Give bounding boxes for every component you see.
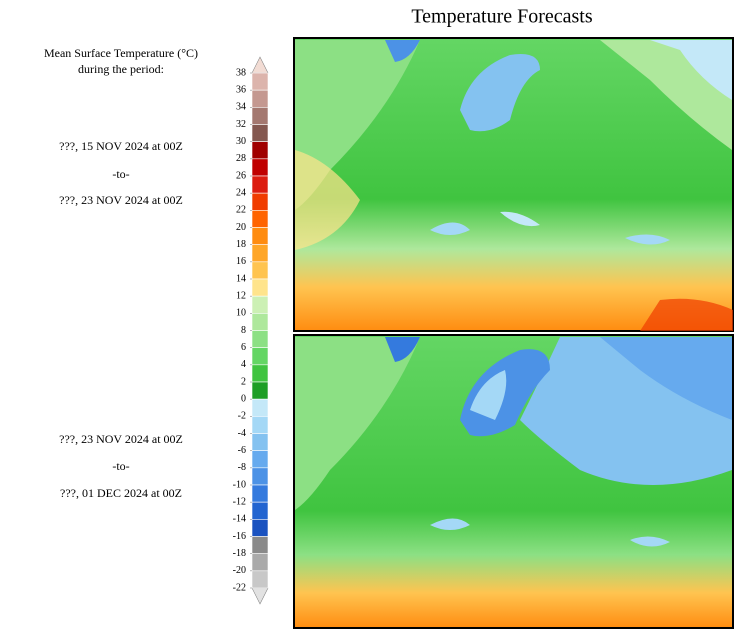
color-segment: [251, 330, 269, 348]
color-segment: [251, 501, 269, 520]
tick-label: -14: [233, 514, 246, 525]
tick-label: 38: [236, 67, 246, 78]
color-segment: [251, 570, 269, 589]
color-segment: [251, 484, 269, 503]
tick-label: -22: [233, 582, 246, 593]
map-panel: [293, 37, 734, 332]
tick-label: -20: [233, 565, 246, 576]
tick-label: -8: [238, 462, 246, 473]
tick-label: -10: [233, 479, 246, 490]
color-segment: [251, 107, 269, 125]
tick-label: -2: [238, 411, 246, 422]
tick-label: 32: [236, 119, 246, 130]
color-segment: [251, 519, 269, 537]
color-segment: [251, 210, 269, 228]
tick-label: 0: [241, 393, 246, 404]
tick-label: 18: [236, 239, 246, 250]
tick-label: -12: [233, 496, 246, 507]
tick-label: 16: [236, 256, 246, 267]
legend-label: during the period:: [78, 62, 164, 76]
color-segment: [251, 553, 269, 572]
period-separator: -to-: [112, 459, 129, 473]
period-start: ???, 15 NOV 2024 at 00Z: [59, 139, 183, 153]
colorbar-under: [251, 587, 269, 605]
color-segment: [251, 450, 269, 469]
color-segment: [251, 398, 269, 417]
map-panel: [293, 334, 734, 629]
colorbar: 38363432302826242220181614121086420-2-4-…: [233, 56, 269, 605]
tick-label: 2: [241, 376, 246, 387]
tick-label: 6: [241, 342, 246, 353]
tick-label: 28: [236, 153, 246, 164]
tick-label: 4: [241, 359, 246, 370]
tick-label: -6: [238, 445, 246, 456]
color-segment: [251, 433, 269, 451]
tick-label: 20: [236, 222, 246, 233]
color-segment: [251, 261, 269, 280]
tick-label: 12: [236, 290, 246, 301]
tick-label: 22: [236, 205, 246, 216]
legend-label: Mean Surface Temperature (°C): [44, 46, 198, 60]
period-start: ???, 23 NOV 2024 at 00Z: [59, 432, 183, 446]
tick-label: 34: [236, 102, 246, 113]
color-segment: [251, 175, 269, 194]
color-segment: [251, 347, 269, 366]
period-separator: -to-: [112, 167, 129, 181]
color-segment: [251, 244, 269, 263]
color-segment: [251, 381, 269, 400]
tick-label: 26: [236, 170, 246, 181]
colorbar-over: [251, 56, 269, 74]
tick-label: -16: [233, 531, 246, 542]
period-end: ???, 23 NOV 2024 at 00Z: [59, 193, 183, 207]
color-segment: [251, 72, 269, 91]
color-segment: [251, 536, 269, 554]
color-segment: [251, 227, 269, 245]
tick-label: 30: [236, 136, 246, 147]
color-segment: [251, 416, 269, 434]
color-segment: [251, 364, 269, 383]
color-segment: [251, 89, 269, 108]
tick-label: 24: [236, 187, 246, 198]
period-end: ???, 01 DEC 2024 at 00Z: [60, 486, 182, 500]
tick-label: 10: [236, 308, 246, 319]
color-segment: [251, 467, 269, 486]
color-segment: [251, 278, 269, 297]
color-segment: [251, 192, 269, 211]
color-segment: [251, 141, 269, 160]
tick-label: 36: [236, 84, 246, 95]
color-segment: [251, 124, 269, 142]
tick-label: -18: [233, 548, 246, 559]
tick-label: 14: [236, 273, 246, 284]
color-segment: [251, 313, 269, 331]
tick-label: -4: [238, 428, 246, 439]
title: Temperature Forecasts: [411, 6, 593, 28]
tick-label: 8: [241, 325, 246, 336]
color-segment: [251, 158, 269, 177]
color-segment: [251, 295, 269, 314]
